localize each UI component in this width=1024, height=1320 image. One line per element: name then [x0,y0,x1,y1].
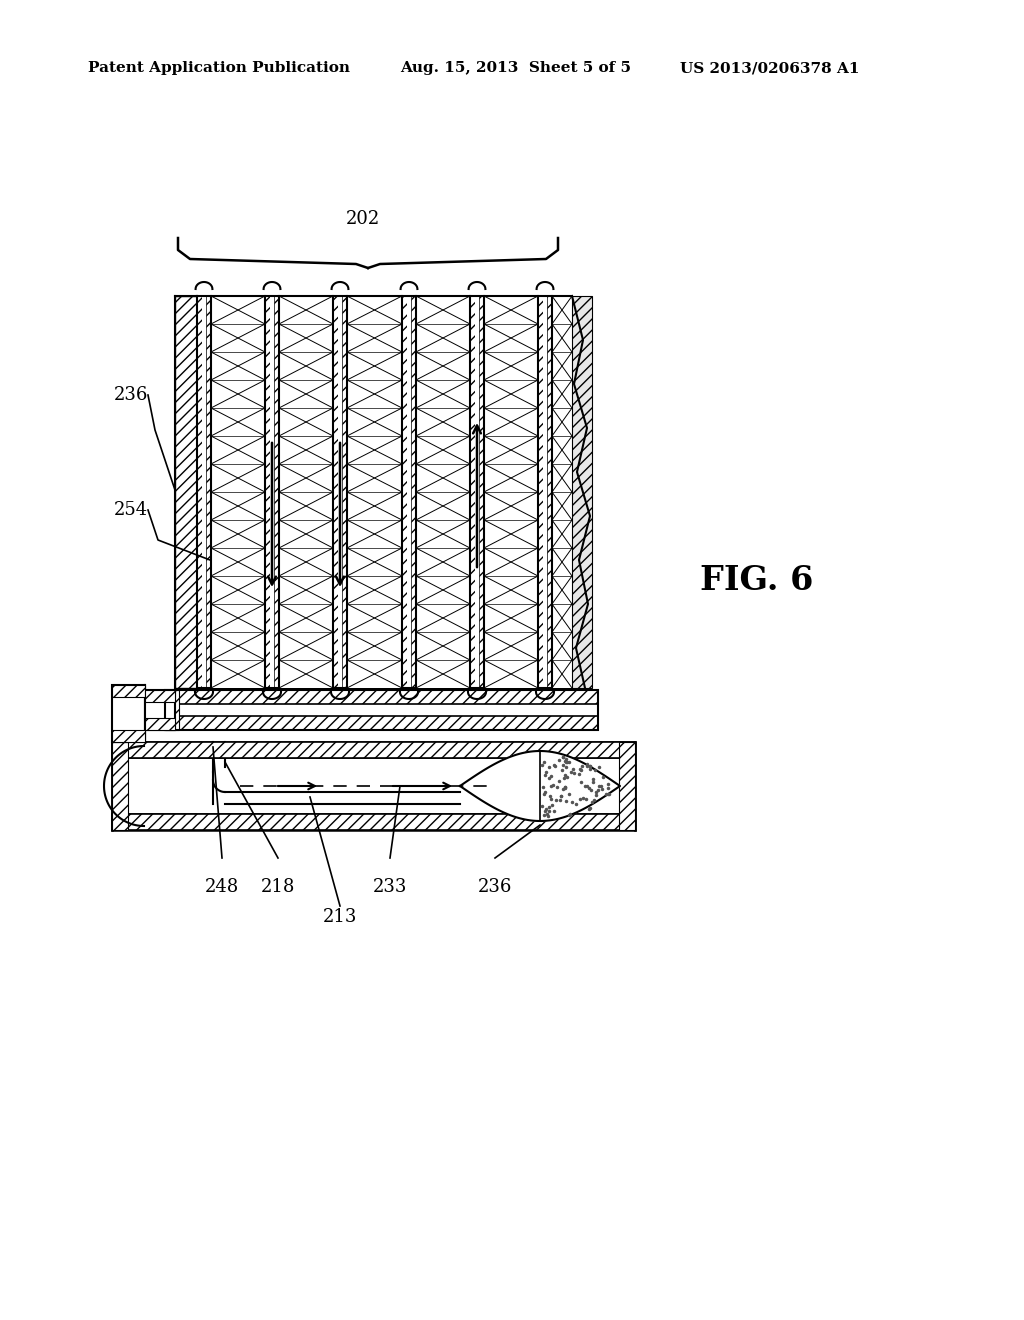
Bar [333,296,338,688]
Text: Patent Application Publication: Patent Application Publication [88,61,350,75]
Bar [479,296,484,688]
Text: 248: 248 [205,878,240,896]
Bar [197,296,202,688]
Bar [333,296,347,688]
Bar [265,296,270,688]
Bar [402,296,407,688]
Text: US 2013/0206378 A1: US 2013/0206378 A1 [680,61,859,75]
Text: 202: 202 [346,210,380,228]
Bar [407,296,411,688]
Bar [165,690,598,730]
Bar [270,296,274,688]
Polygon shape [460,751,620,821]
Bar [274,296,279,688]
Bar [547,296,552,688]
Bar [543,296,547,688]
Bar [112,730,145,742]
Bar [338,296,342,688]
Text: FIG. 6: FIG. 6 [700,564,813,597]
Text: 254: 254 [114,502,148,519]
Bar [165,690,598,704]
Bar [470,296,475,688]
Text: 236: 236 [478,878,512,896]
Bar [475,296,479,688]
Text: 236: 236 [114,385,148,404]
Bar [145,718,175,730]
Bar [112,742,128,830]
Bar [112,814,635,830]
Bar [402,296,416,688]
Bar [175,296,197,688]
Bar [202,296,206,688]
Bar [145,690,175,702]
Bar [618,742,635,830]
Text: 213: 213 [323,908,357,927]
Bar [112,742,635,830]
Bar [145,690,175,730]
Bar [206,296,211,688]
Bar [112,685,145,742]
Text: 233: 233 [373,878,408,896]
Bar [165,690,179,730]
Text: Aug. 15, 2013  Sheet 5 of 5: Aug. 15, 2013 Sheet 5 of 5 [400,61,631,75]
Bar [265,296,279,688]
Bar [470,296,484,688]
Text: 218: 218 [261,878,295,896]
Bar [112,685,145,697]
Bar [572,296,592,688]
Bar [538,296,543,688]
Bar [197,296,211,688]
Bar [112,742,635,758]
Bar [342,296,347,688]
Bar [538,296,552,688]
Bar [411,296,416,688]
Bar [165,715,598,730]
